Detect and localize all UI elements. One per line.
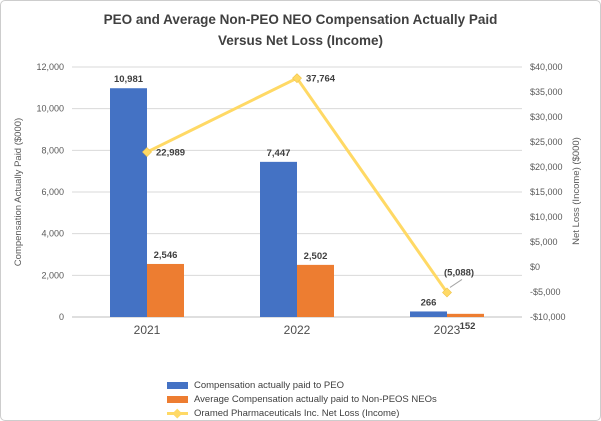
bar-nonpeo-2021 — [147, 263, 184, 317]
line-data-label: 37,764 — [306, 74, 336, 85]
legend-diamond-marker-icon — [172, 408, 182, 418]
chart-title-line2: Versus Net Loss (Income) — [217, 32, 384, 48]
bar-peo-2021 — [110, 88, 147, 318]
left-axis-title: Compensation Actually Paid ($000) — [13, 118, 24, 266]
chart-title-line1: PEO and Average Non-PEO NEO Compensation… — [103, 12, 498, 27]
legend-swatch-nonpeo-bar — [167, 395, 188, 403]
bar-data-label: 2,502 — [304, 251, 328, 262]
right-axis-tick-label: $10,000 — [530, 212, 563, 222]
category-label: 2021 — [134, 323, 161, 337]
bar-peo-2023 — [410, 311, 447, 317]
right-axis-tick-label: $25,000 — [530, 137, 563, 147]
legend-item-nonpeo: Average Compensation actually paid to No… — [167, 392, 437, 406]
category-label: 2022 — [284, 323, 311, 337]
bar-data-label: 2,546 — [154, 250, 178, 261]
legend-label-nonpeo: Average Compensation actually paid to No… — [194, 393, 437, 405]
legend-item-peo: Compensation actually paid to PEO — [167, 378, 437, 392]
category-label: 2023 — [434, 323, 461, 337]
bar-data-label: 152 — [460, 321, 476, 332]
right-axis-tick-label: $15,000 — [530, 187, 563, 197]
left-axis-tick-label: 0 — [59, 312, 64, 322]
right-axis-tick-label: -$5,000 — [530, 287, 561, 297]
bar-nonpeo-2023 — [447, 313, 484, 317]
right-axis-tick-label: $0 — [530, 262, 540, 272]
net-loss-point-2022 — [292, 73, 302, 84]
line-data-label: 22,989 — [156, 148, 185, 159]
net-loss-point-2021 — [142, 147, 152, 157]
legend-swatch-peo-bar — [167, 381, 188, 389]
right-axis-tick-label: $20,000 — [530, 162, 563, 172]
right-axis-tick-label: $30,000 — [530, 112, 563, 122]
left-axis-tick-label: 10,000 — [36, 104, 64, 114]
legend-swatch-netloss-line — [167, 408, 188, 418]
label-leader-line — [449, 279, 463, 288]
bar-data-label: 7,447 — [267, 148, 291, 159]
right-axis-tick-label: $35,000 — [530, 87, 563, 97]
left-axis-tick-label: 6,000 — [41, 187, 64, 197]
bar-nonpeo-2022 — [297, 264, 334, 317]
legend-item-netloss: Oramed Pharmaceuticals Inc. Net Loss (In… — [167, 406, 437, 420]
bar-peo-2022 — [260, 161, 297, 317]
left-axis-tick-label: 12,000 — [36, 62, 64, 72]
legend-label-peo: Compensation actually paid to PEO — [194, 379, 344, 391]
right-axis-title: Net Loss (Income) ($000) — [571, 137, 582, 245]
left-axis-tick-label: 4,000 — [41, 229, 64, 239]
right-axis-tick-label: -$10,000 — [530, 312, 566, 322]
chart-title: PEO and Average Non-PEO NEO Compensation… — [1, 10, 600, 52]
right-axis-tick-label: $40,000 — [530, 62, 563, 72]
bar-data-label: 10,981 — [114, 74, 144, 85]
legend-label-netloss: Oramed Pharmaceuticals Inc. Net Loss (In… — [194, 407, 400, 419]
net-loss-point-2023 — [442, 287, 452, 298]
left-axis-tick-label: 2,000 — [41, 270, 64, 280]
legend: Compensation actually paid to PEO Averag… — [167, 378, 437, 420]
line-data-label: (5,088) — [444, 267, 474, 278]
right-axis-tick-label: $5,000 — [530, 237, 558, 247]
left-axis-tick-label: 8,000 — [41, 145, 64, 155]
bar-data-label: 266 — [421, 297, 437, 308]
